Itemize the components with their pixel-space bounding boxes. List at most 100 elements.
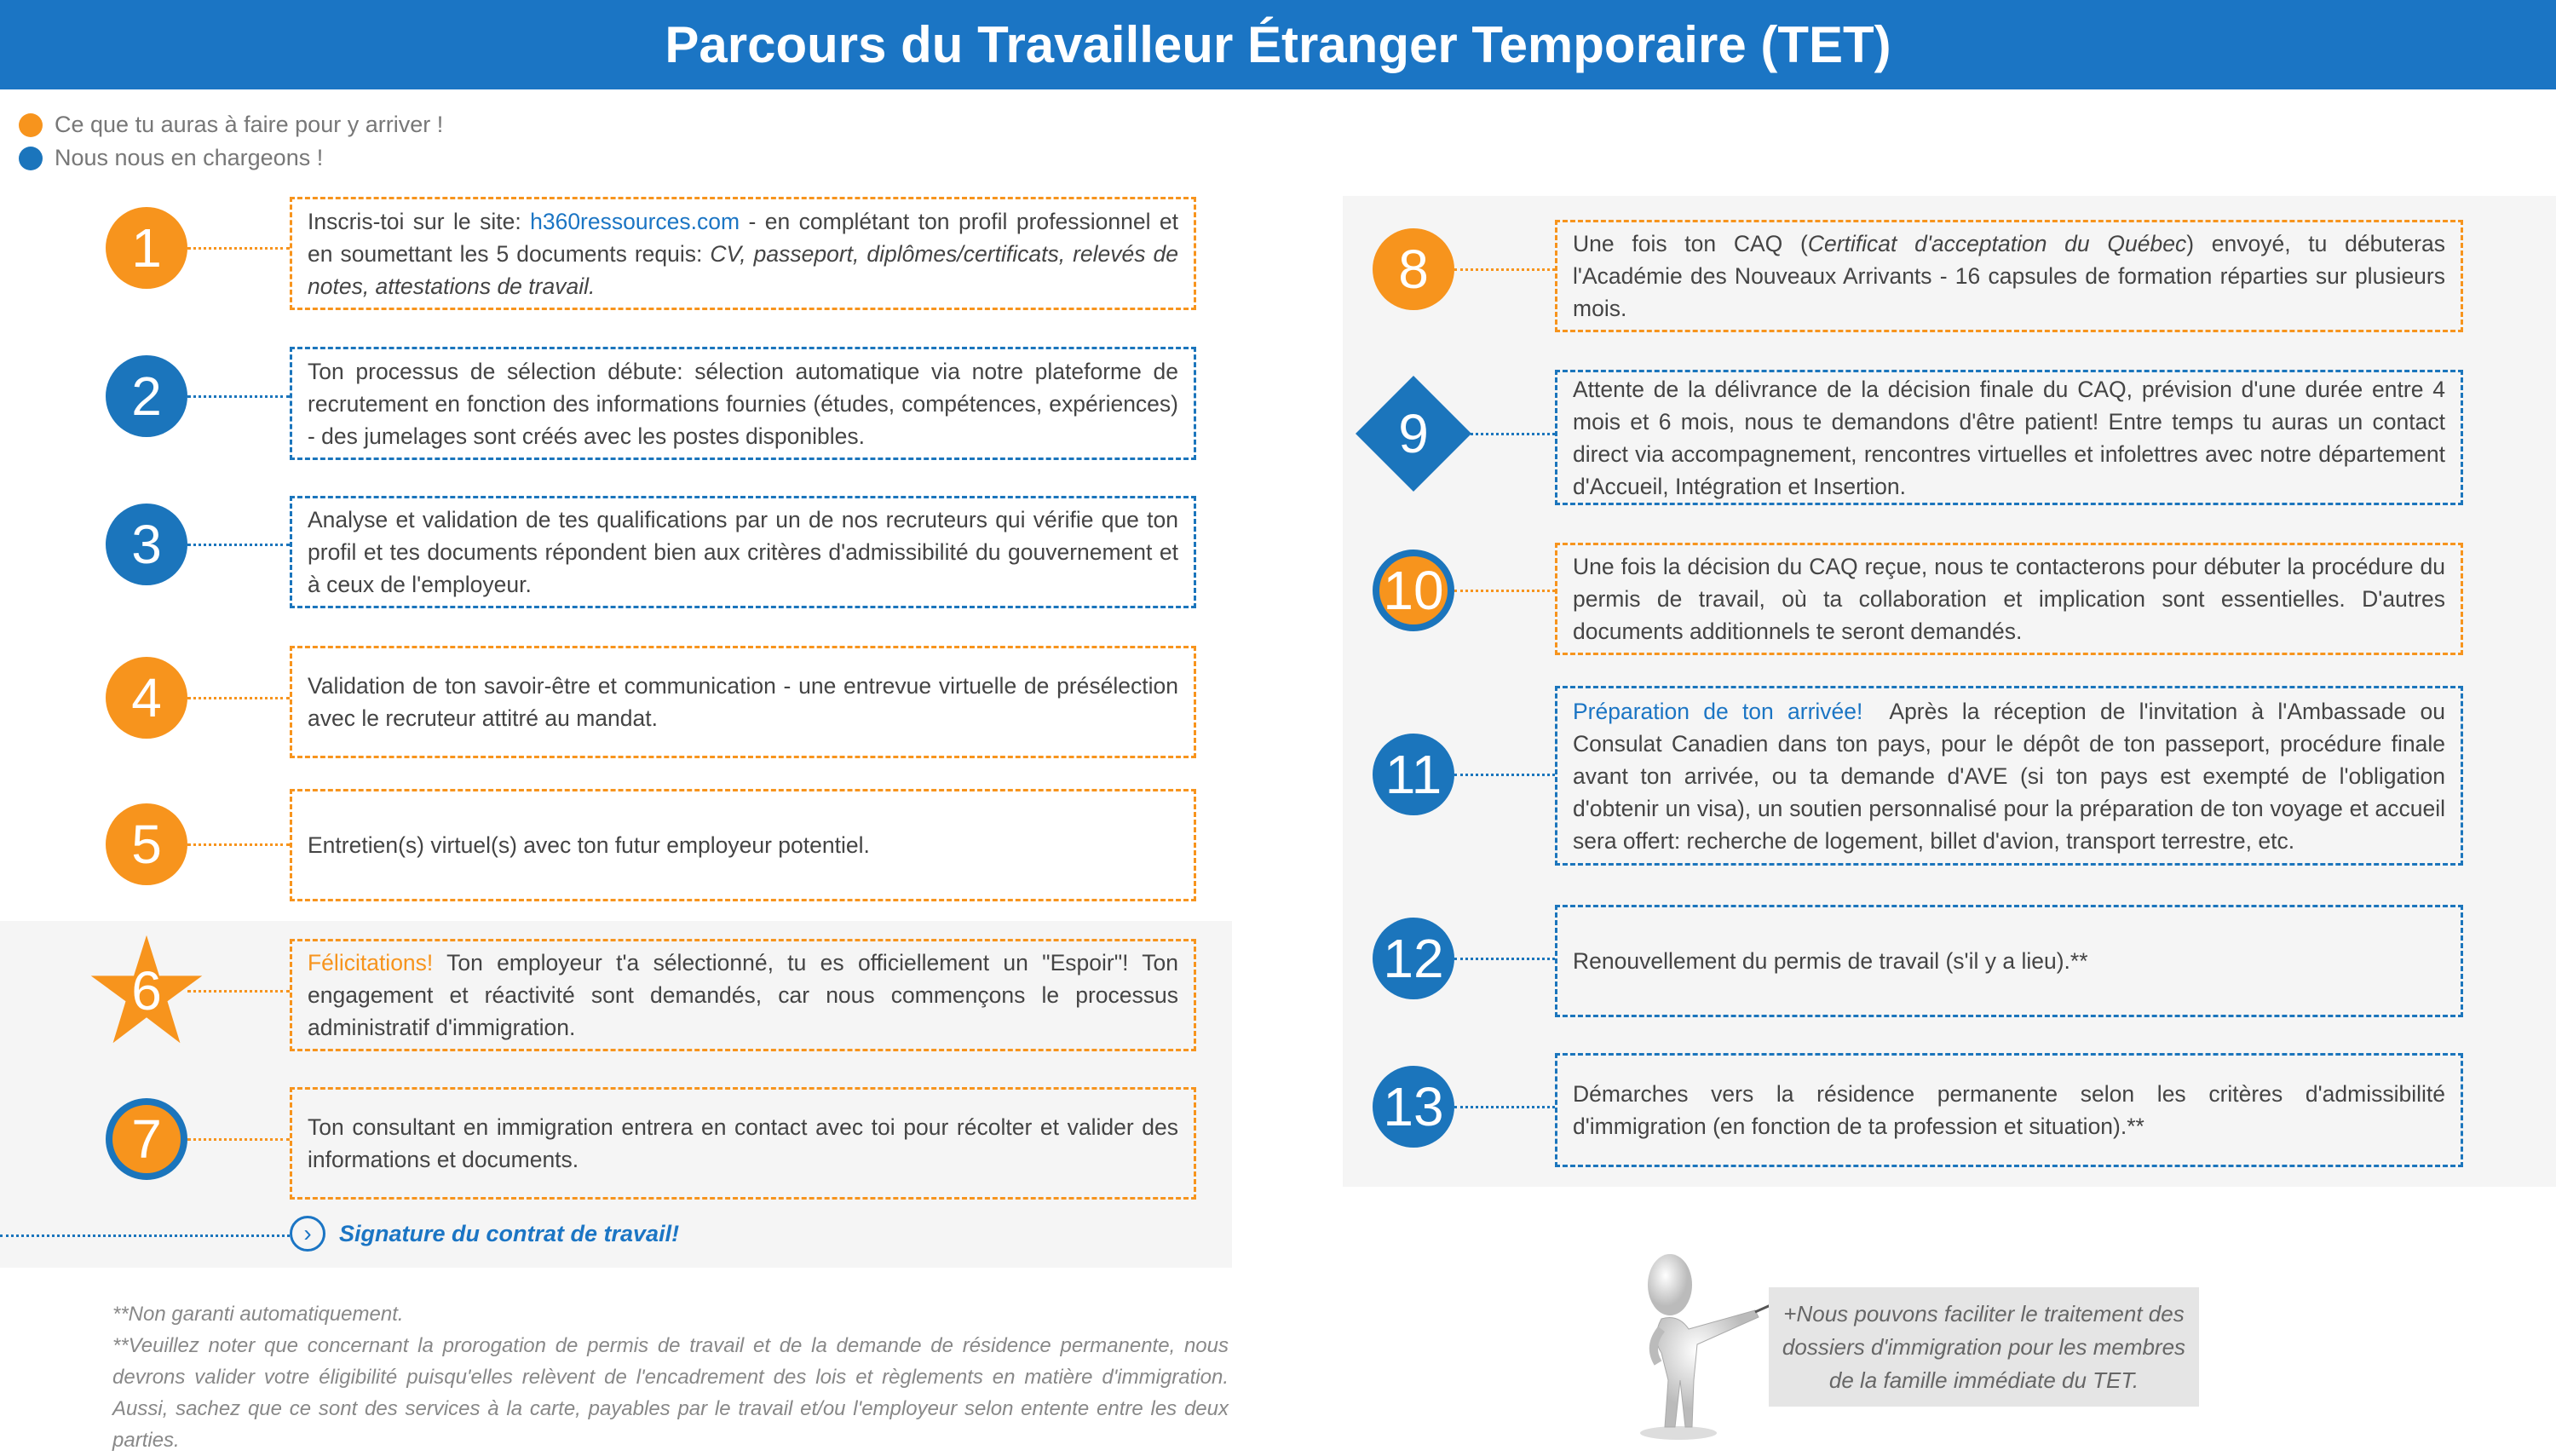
step-9-box: Attente de la délivrance de la décision … xyxy=(1555,370,2463,505)
step-number: 9 xyxy=(1398,403,1429,464)
step-connector xyxy=(1454,268,1555,271)
step-7-box: Ton consultant en immigration entrera en… xyxy=(290,1087,1196,1200)
step-8-box: Une fois ton CAQ (Certificat d'acceptati… xyxy=(1555,220,2463,332)
step-text: Démarches vers la résidence permanente s… xyxy=(1573,1078,2445,1142)
step-10-badge: 10 xyxy=(1373,550,1454,631)
step-text: Attente de la délivrance de la décision … xyxy=(1573,373,2445,503)
step-6-box: Félicitations! Ton employeur t'a sélecti… xyxy=(290,939,1196,1051)
page-title: Parcours du Travailleur Étranger Tempora… xyxy=(665,16,1891,73)
family-note: +Nous pouvons faciliter le traitement de… xyxy=(1769,1287,2199,1407)
text-segment: Inscris-toi sur le site: xyxy=(308,208,531,234)
step-number: 4 xyxy=(131,667,162,728)
website-link[interactable]: h360ressources.com xyxy=(530,208,740,234)
step-11-badge: 11 xyxy=(1373,734,1454,815)
step-text: Félicitations! Ton employeur t'a sélecti… xyxy=(308,947,1178,1044)
chevron-right-circle-icon: › xyxy=(290,1216,325,1252)
text-segment: Après la réception de l'invitation à l'A… xyxy=(1573,698,2452,854)
step-connector xyxy=(187,1138,290,1141)
diamond-icon xyxy=(1356,376,1471,492)
star-icon xyxy=(90,935,203,1044)
legend-label: Nous nous en chargeons ! xyxy=(55,145,324,170)
text-segment: Certificat d'acceptation du Québec xyxy=(1807,231,2187,256)
step-3-badge: 3 xyxy=(106,504,187,585)
step-text: Ton processus de sélection débute: sélec… xyxy=(308,355,1178,452)
step-12-badge: 12 xyxy=(1373,918,1454,999)
step-4-box: Validation de ton savoir-être et communi… xyxy=(290,646,1196,758)
step-connector xyxy=(187,843,290,846)
text-segment: - en complétant ton profil professionnel… xyxy=(308,208,1185,267)
step-connector xyxy=(187,990,290,993)
step-2-badge: 2 xyxy=(106,355,187,437)
step-number: 6 xyxy=(131,960,162,1022)
step-text: Inscris-toi sur le site: h360ressources.… xyxy=(308,205,1178,302)
text-segment: Entretien(s) virtuel(s) avec ton futur e… xyxy=(308,832,870,858)
step-connector xyxy=(1454,774,1555,776)
step-13-box: Démarches vers la résidence permanente s… xyxy=(1555,1053,2463,1167)
footnotes: **Non garanti automatiquement. **Veuille… xyxy=(112,1298,1229,1456)
step-text: Renouvellement du permis de travail (s'i… xyxy=(1573,945,2445,977)
text-segment: Une fois la décision du CAQ reçue, nous … xyxy=(1573,554,2452,644)
text-segment: Ton employeur t'a sélectionné, tu es off… xyxy=(308,950,1185,1040)
signature-label: Signature du contrat de travail! xyxy=(339,1220,680,1246)
step-number: 1 xyxy=(131,217,162,279)
step-number: 11 xyxy=(1384,744,1442,805)
note-text: +Nous pouvons faciliter le traitement de… xyxy=(1782,1300,2186,1393)
text-segment: CV, passeport, diplômes/certificats, rel… xyxy=(308,240,1185,299)
step-number: 12 xyxy=(1383,928,1444,989)
legend-label: Ce que tu auras à faire pour y arriver ! xyxy=(55,112,444,137)
step-connector xyxy=(1454,590,1555,592)
step-number: 8 xyxy=(1398,239,1429,300)
text-segment: Préparation de ton arrivée! xyxy=(1573,698,1863,724)
step-connector xyxy=(187,697,290,699)
step-connector xyxy=(187,247,290,250)
step-text: Une fois ton CAQ (Certificat d'acceptati… xyxy=(1573,227,2445,325)
signature-connector xyxy=(0,1234,290,1237)
step-text: Préparation de ton arrivée! Après la réc… xyxy=(1573,695,2445,857)
text-segment: Félicitations! xyxy=(308,950,434,975)
step-11-box: Préparation de ton arrivée! Après la réc… xyxy=(1555,686,2463,866)
step-text: Ton consultant en immigration entrera en… xyxy=(308,1111,1178,1176)
footnote: **Veuillez noter que concernant la proro… xyxy=(112,1334,1229,1452)
step-connector xyxy=(1454,433,1555,435)
text-segment: ) envoyé, tu débuteras l'Académie des No… xyxy=(1573,231,2452,321)
step-4-badge: 4 xyxy=(106,657,187,739)
legend-item-todo: Ce que tu auras à faire pour y arriver ! xyxy=(19,112,443,138)
step-6-badge: 6 xyxy=(90,935,203,1044)
presenter-figure-icon xyxy=(1640,1254,1771,1440)
step-10-box: Une fois la décision du CAQ reçue, nous … xyxy=(1555,543,2463,655)
step-5-box: Entretien(s) virtuel(s) avec ton futur e… xyxy=(290,789,1196,901)
step-2-box: Ton processus de sélection débute: sélec… xyxy=(290,347,1196,460)
text-segment: Une fois ton CAQ ( xyxy=(1573,231,1808,256)
step-text: Entretien(s) virtuel(s) avec ton futur e… xyxy=(308,829,1178,861)
step-1-badge: 1 xyxy=(106,207,187,289)
text-segment: Attente de la délivrance de la décision … xyxy=(1573,376,2452,499)
signature-milestone: › Signature du contrat de travail! xyxy=(290,1216,679,1252)
step-number: 10 xyxy=(1383,560,1444,621)
step-1-box: Inscris-toi sur le site: h360ressources.… xyxy=(290,197,1196,310)
step-5-badge: 5 xyxy=(106,803,187,885)
step-connector xyxy=(1454,1106,1555,1108)
step-number: 2 xyxy=(131,365,162,427)
footnote: **Non garanti automatiquement. xyxy=(112,1303,404,1326)
text-segment: Analyse et validation de tes qualificati… xyxy=(308,507,1185,597)
step-connector xyxy=(1454,958,1555,960)
step-text: Une fois la décision du CAQ reçue, nous … xyxy=(1573,550,2445,647)
step-number: 13 xyxy=(1383,1076,1444,1137)
step-13-badge: 13 xyxy=(1373,1066,1454,1148)
left-highlight-panel xyxy=(0,921,1232,1268)
step-7-badge: 7 xyxy=(106,1098,187,1180)
blue-dot-icon xyxy=(19,146,43,170)
step-number: 3 xyxy=(131,514,162,575)
step-number: 7 xyxy=(131,1108,162,1170)
text-segment: Ton consultant en immigration entrera en… xyxy=(308,1114,1185,1172)
legend-item-handled: Nous nous en chargeons ! xyxy=(19,145,323,171)
step-3-box: Analyse et validation de tes qualificati… xyxy=(290,496,1196,608)
orange-dot-icon xyxy=(19,112,43,137)
text-segment: Renouvellement du permis de travail (s'i… xyxy=(1573,948,2088,974)
step-connector xyxy=(187,544,290,546)
step-connector xyxy=(187,395,290,398)
step-9-badge: 9 xyxy=(1356,376,1471,492)
step-text: Validation de ton savoir-être et communi… xyxy=(308,670,1178,734)
step-12-box: Renouvellement du permis de travail (s'i… xyxy=(1555,905,2463,1017)
header: Parcours du Travailleur Étranger Tempora… xyxy=(0,0,2556,89)
